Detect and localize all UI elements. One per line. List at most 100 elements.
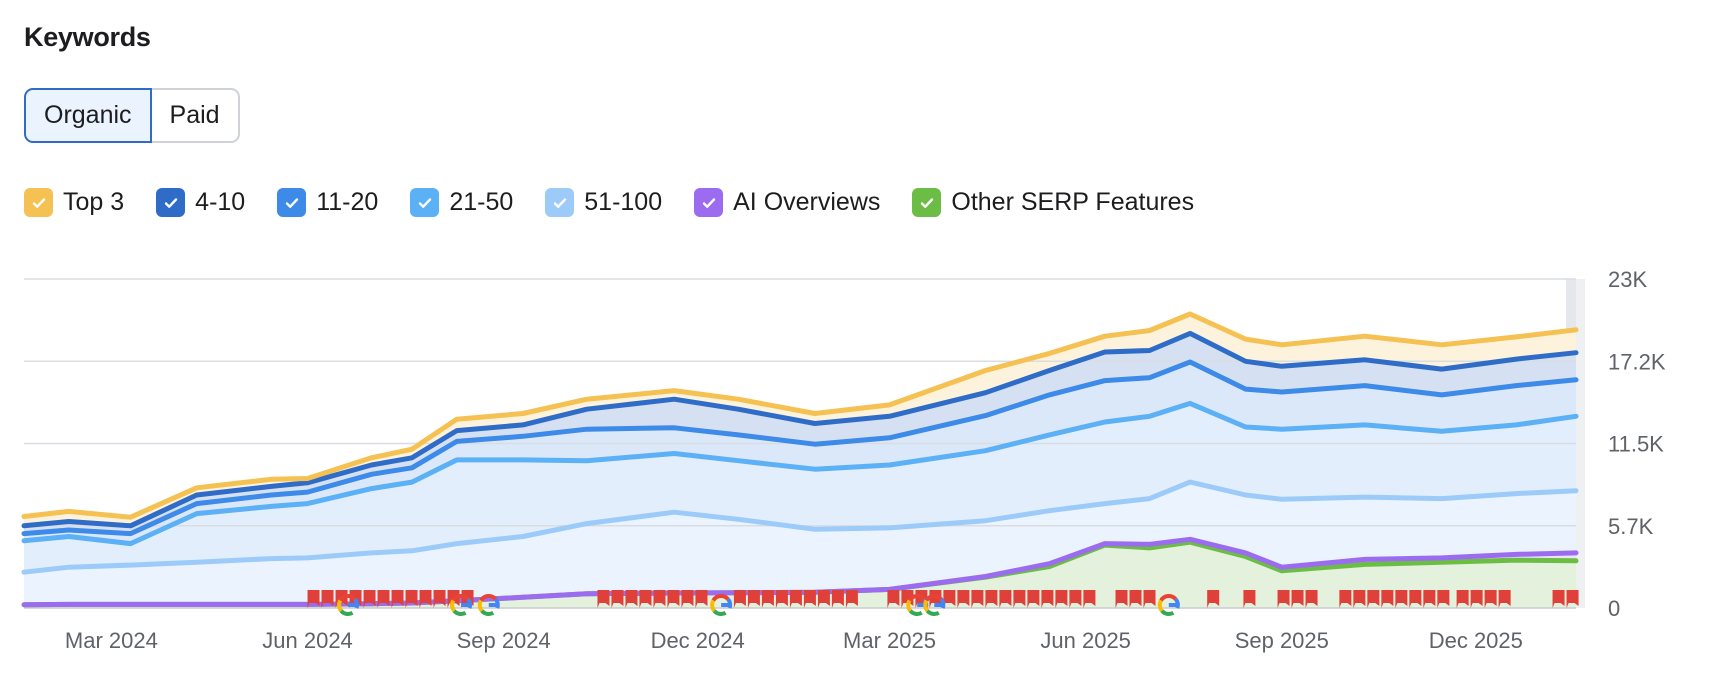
x-tick-label: Mar 2025 <box>843 628 936 653</box>
flag-annotation-icon <box>1339 590 1352 608</box>
flag-annotation-icon <box>1305 590 1318 608</box>
flag-annotation-icon <box>1423 590 1436 608</box>
checkbox-icon[interactable] <box>277 188 307 217</box>
flag-annotation-icon <box>1498 590 1511 608</box>
flag-annotation-icon <box>1353 590 1366 608</box>
flag-annotation-icon <box>761 590 774 608</box>
checkbox-icon[interactable] <box>410 188 440 217</box>
chart-legend: Top 3 4-10 11-20 21-50 51-100 AI Overvie… <box>24 188 1226 217</box>
area-51-100 <box>24 482 1576 605</box>
flag-annotation-icon <box>1552 590 1565 608</box>
checkbox-icon[interactable] <box>912 188 942 217</box>
legend-label: 51-100 <box>584 188 663 216</box>
line-51-100 <box>21 479 1579 575</box>
x-tick-label: Sep 2024 <box>457 628 551 653</box>
legend-item-11-20[interactable]: 11-20 <box>277 188 378 217</box>
flag-annotation-icon <box>747 590 760 608</box>
flag-annotation-icon <box>625 590 638 608</box>
y-tick-label: 0 <box>1608 596 1620 621</box>
legend-item-4-10[interactable]: 4-10 <box>156 188 245 217</box>
flag-annotation-icon <box>1243 590 1256 608</box>
flag-annotation-icon <box>845 590 858 608</box>
organic-button[interactable]: Organic <box>24 88 152 143</box>
flag-annotation-icon <box>1367 590 1380 608</box>
line-4-10 <box>21 330 1579 529</box>
area-4-10 <box>24 333 1576 534</box>
flag-annotation-icon <box>363 590 376 608</box>
google-update-icon <box>450 594 472 616</box>
flag-annotation-icon <box>667 590 680 608</box>
flag-annotation-icon <box>1013 590 1026 608</box>
paid-button[interactable]: Paid <box>149 88 240 143</box>
flag-annotation-icon <box>789 590 802 608</box>
flag-annotation-icon <box>639 590 652 608</box>
checkmark-icon <box>285 197 298 208</box>
flag-annotation-icon <box>1207 590 1220 608</box>
checkbox-icon[interactable] <box>156 188 186 217</box>
legend-label: Other SERP Features <box>951 188 1195 216</box>
checkbox-icon[interactable] <box>694 188 724 217</box>
flag-annotation-icon <box>597 590 610 608</box>
page-title: Keywords <box>24 22 151 52</box>
flag-annotation-icon <box>391 590 404 608</box>
legend-label: 11-20 <box>316 188 379 216</box>
legend-item-top-3[interactable]: Top 3 <box>24 188 124 217</box>
flag-annotation-icon <box>419 590 432 608</box>
area-21-50 <box>24 403 1576 573</box>
organic-paid-toggle: Organic Paid <box>24 88 240 143</box>
flag-annotation-icon <box>985 590 998 608</box>
flag-annotation-icon <box>433 590 446 608</box>
checkmark-icon <box>32 197 45 208</box>
flag-annotation-icon <box>377 590 390 608</box>
line-21-50 <box>21 400 1579 547</box>
flag-annotation-icon <box>887 590 900 608</box>
area-other-serp-features <box>24 542 1576 608</box>
flag-annotation-icon <box>653 590 666 608</box>
google-update-icon <box>923 594 946 616</box>
flag-annotation-icon <box>971 590 984 608</box>
checkmark-icon <box>164 197 177 208</box>
flag-annotation-icon <box>901 590 914 608</box>
plot-right-border <box>1576 279 1585 608</box>
x-tick-label: Sep 2025 <box>1235 628 1329 653</box>
flag-annotation-icon <box>775 590 788 608</box>
x-tick-label: Mar 2024 <box>65 628 158 653</box>
legend-label: 21-50 <box>449 188 514 216</box>
checkbox-icon[interactable] <box>545 188 575 217</box>
flag-annotation-icon <box>1129 590 1142 608</box>
flag-annotation-icon <box>1291 590 1304 608</box>
flag-annotation-icon <box>943 590 956 608</box>
y-tick-label: 11.5K <box>1608 432 1664 457</box>
flag-annotation-icon <box>1409 590 1422 608</box>
x-tick-label: Dec 2024 <box>651 628 745 653</box>
x-tick-label: Jun 2025 <box>1040 628 1131 653</box>
checkmark-icon <box>418 197 432 208</box>
flag-annotation-icon <box>681 590 694 608</box>
checkmark-icon <box>920 197 934 208</box>
line-top-3 <box>21 311 1579 520</box>
legend-item-21-50[interactable]: 21-50 <box>410 188 513 217</box>
flag-annotation-icon <box>1395 590 1408 608</box>
flag-annotation-icon <box>1027 590 1040 608</box>
legend-item-other-serp-features[interactable]: Other SERP Features <box>912 188 1194 217</box>
flag-annotation-icon <box>733 590 746 608</box>
google-update-icon <box>337 594 360 616</box>
checkmark-icon <box>553 197 566 208</box>
x-tick-label: Jun 2024 <box>262 628 353 653</box>
legend-item-ai-overviews[interactable]: AI Overviews <box>694 188 880 217</box>
flag-annotation-icon <box>1470 590 1483 608</box>
legend-label: AI Overviews <box>733 188 881 216</box>
flag-annotation-icon <box>1277 590 1290 608</box>
google-update-icon <box>1157 594 1180 616</box>
x-tick-label: Dec 2025 <box>1429 628 1523 653</box>
legend-label: Top 3 <box>63 188 125 216</box>
area-11-20 <box>24 362 1576 544</box>
y-tick-label: 5.7K <box>1608 514 1654 539</box>
flag-annotation-icon <box>803 590 816 608</box>
legend-item-51-100[interactable]: 51-100 <box>545 188 662 217</box>
flag-annotation-icon <box>1437 590 1450 608</box>
flag-annotation-icon <box>999 590 1012 608</box>
flag-annotation-icon <box>321 590 334 608</box>
checkbox-icon[interactable] <box>24 188 53 217</box>
keywords-chart: 0 5.7K 11.5K 17.2K 23K Mar 2024 Jun 2024 Sep 20… <box>21 267 1666 653</box>
